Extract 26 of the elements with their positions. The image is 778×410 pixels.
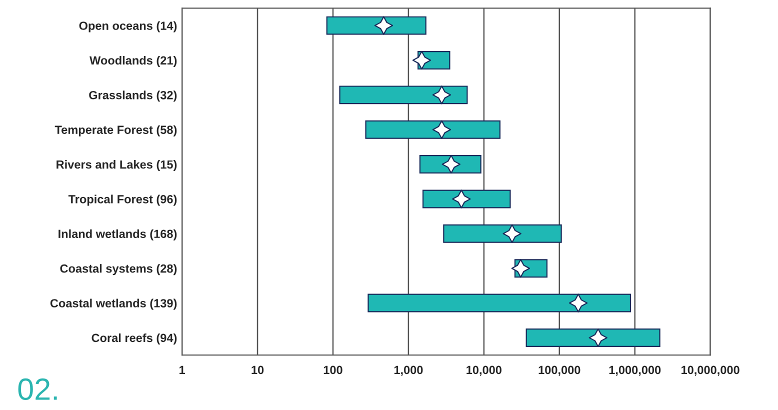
y-tick-label: Inland wetlands (168) xyxy=(58,229,177,240)
x-tick-label: 1,000,000 xyxy=(609,366,661,376)
text: 02. xyxy=(18,378,57,400)
y-tick-label: Grasslands (32) xyxy=(89,90,177,102)
x-tick-label: 10 xyxy=(252,366,264,374)
bar xyxy=(443,224,562,243)
y-tick-label: Open oceans (14) xyxy=(79,21,177,32)
bar xyxy=(326,16,426,35)
x-tick-label: 100 xyxy=(324,366,342,374)
bar xyxy=(422,190,511,208)
x-tick-label: 100,000 xyxy=(538,366,580,376)
bar xyxy=(368,294,632,312)
y-tick-label: Tropical Forest (96) xyxy=(68,194,177,206)
y-tick-label: Rivers and Lakes (15) xyxy=(56,160,177,172)
y-tick-label: Coastal wetlands (139) xyxy=(50,298,177,310)
y-tick-label: Coral reefs (94) xyxy=(92,333,177,344)
y-tick-label: Woodlands (21) xyxy=(90,56,177,67)
bar xyxy=(339,86,468,104)
y-tick-label: Temperate Forest (58) xyxy=(54,125,177,136)
y-tick-label: Coastal systems (28) xyxy=(60,264,177,276)
x-tick-label: 10,000,000 xyxy=(682,366,740,376)
x-tick-label: 10,000 xyxy=(466,366,502,376)
bar xyxy=(365,120,500,139)
bar xyxy=(526,328,660,347)
x-tick-label: 1,000 xyxy=(394,366,423,376)
x-tick-label: 1 xyxy=(180,366,186,374)
